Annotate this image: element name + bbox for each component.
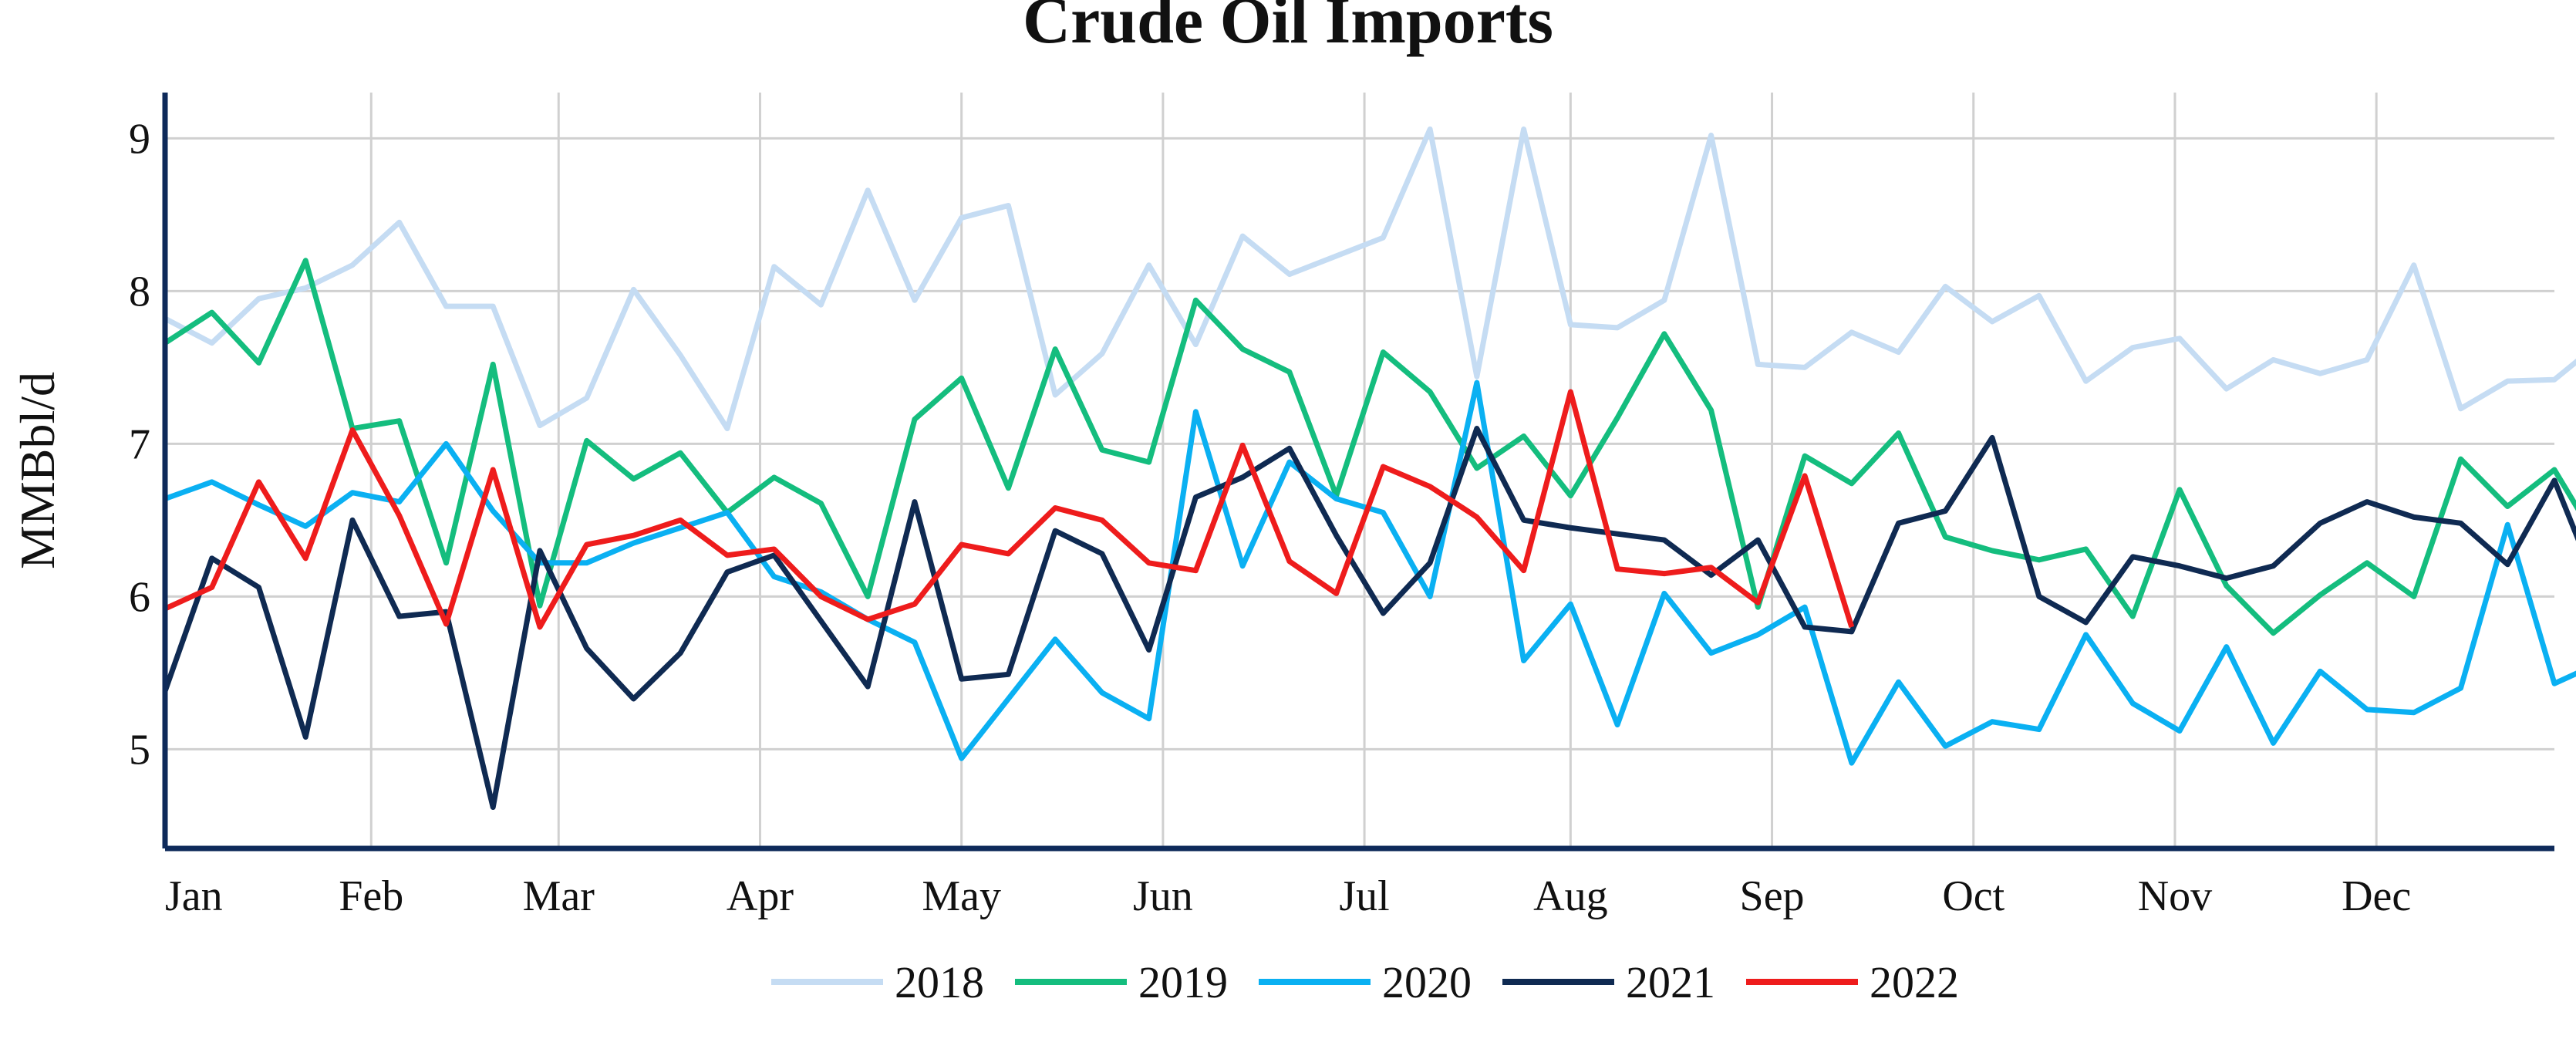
y-tick-labels: 5 6 7 8 9 bbox=[129, 115, 150, 774]
x-tick-label: Aug bbox=[1533, 872, 1607, 920]
x-tick-label: Dec bbox=[2342, 872, 2411, 920]
x-tick-label: Feb bbox=[339, 872, 403, 920]
x-gridlines bbox=[369, 93, 2378, 848]
series-line-2022 bbox=[164, 389, 1855, 630]
y-axis-label: MMBbl/d bbox=[10, 372, 65, 569]
y-tick-label: 8 bbox=[129, 268, 150, 315]
x-tick-label: Jun bbox=[1133, 872, 1193, 920]
x-tick-label: Nov bbox=[2138, 872, 2212, 920]
legend-label-2019: 2019 bbox=[1138, 957, 1228, 1007]
y-tick-label: 5 bbox=[129, 726, 150, 774]
series-line-2019 bbox=[164, 258, 2576, 636]
legend-label-2020: 2020 bbox=[1382, 957, 1472, 1007]
legend: 2018 2019 2020 2021 2022 bbox=[771, 957, 1959, 1007]
y-tick-label: 7 bbox=[129, 420, 150, 468]
x-tick-label: Jul bbox=[1339, 872, 1389, 920]
x-tick-label: Jan bbox=[165, 872, 223, 920]
legend-label-2022: 2022 bbox=[1870, 957, 1959, 1007]
legend-label-2021: 2021 bbox=[1626, 957, 1715, 1007]
x-tick-label: Sep bbox=[1740, 872, 1805, 920]
x-tick-label: Oct bbox=[1942, 872, 2004, 920]
x-tick-label: Mar bbox=[523, 872, 595, 920]
series-line-2021 bbox=[162, 426, 2576, 811]
legend-label-2018: 2018 bbox=[895, 957, 984, 1007]
chart-title: Crude Oil Imports bbox=[1023, 0, 1553, 57]
series-line-2018 bbox=[164, 126, 2576, 432]
x-tick-labels: Jan Feb Mar Apr May Jun Jul Aug Sep Oct Nov Dec bbox=[165, 872, 2411, 920]
x-tick-label: Apr bbox=[727, 872, 794, 920]
y-tick-label: 9 bbox=[129, 115, 150, 163]
y-gridlines bbox=[165, 137, 2554, 750]
series-line-2020 bbox=[164, 379, 2576, 766]
x-tick-label: May bbox=[922, 872, 1001, 920]
y-tick-label: 6 bbox=[129, 573, 150, 621]
series-lines bbox=[162, 126, 2576, 811]
